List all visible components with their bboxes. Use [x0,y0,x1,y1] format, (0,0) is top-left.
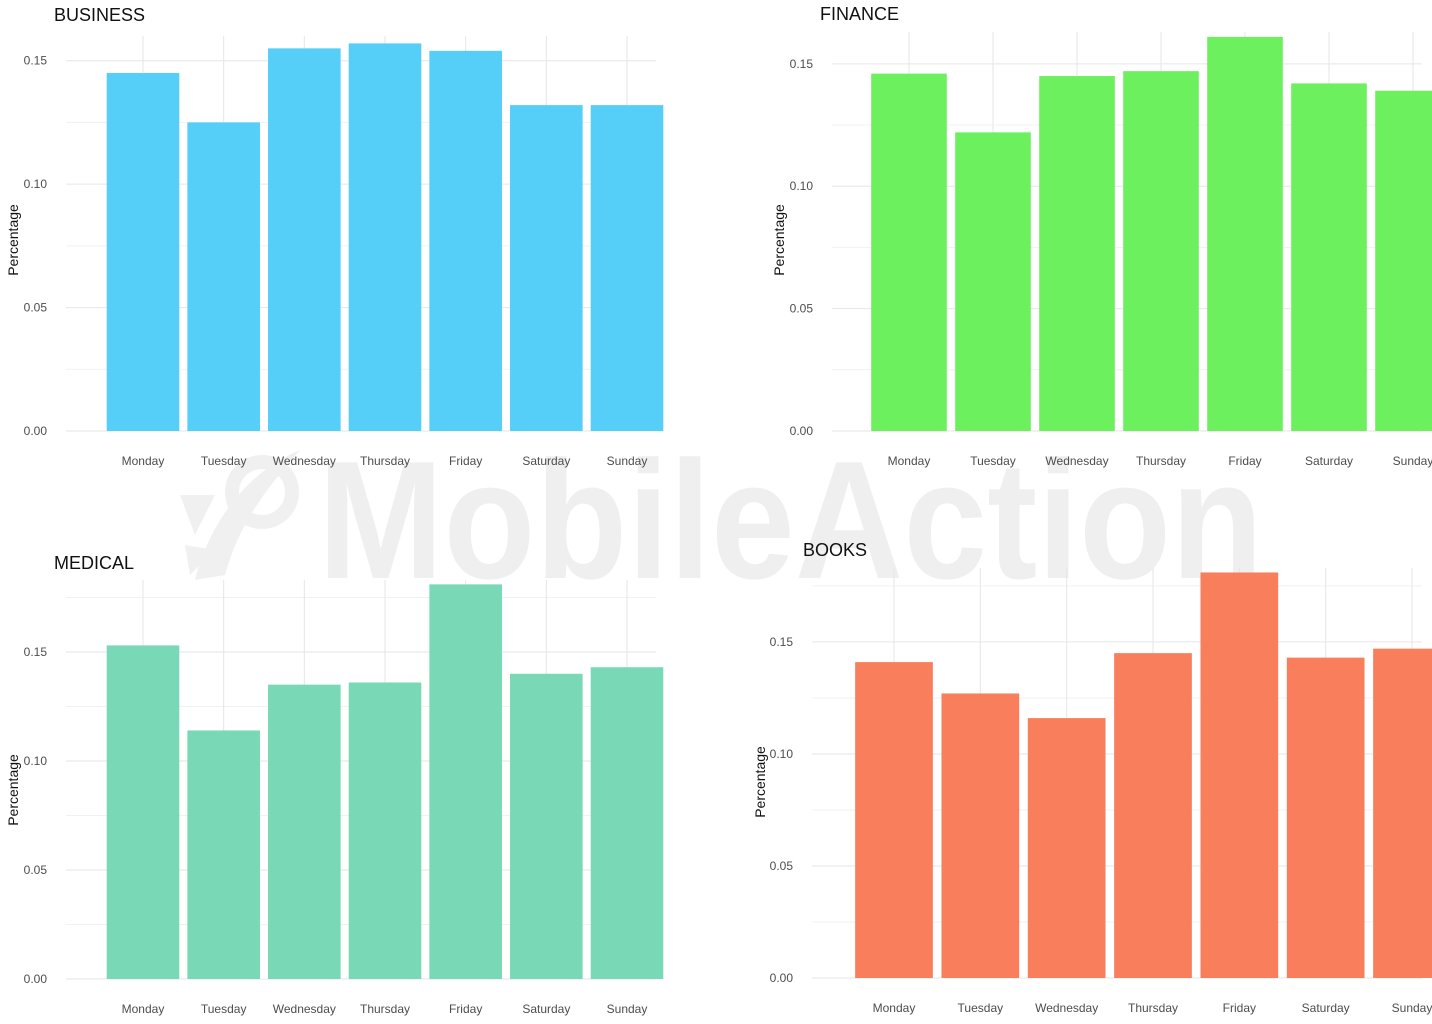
chart-medical: 0.00 0.05 0.10 0.15 Monday Tuesday Wednesday Th… [5,553,664,1016]
x-tick-label: Friday [1223,1001,1256,1015]
bar-saturday [1286,657,1365,978]
y-tick-label: 0.00 [770,971,794,985]
x-tick-label: Wednesday [1045,454,1108,468]
x-tick-label: Thursday [360,454,410,468]
y-tick-label: 0.05 [24,863,48,877]
bar-friday [1207,36,1283,432]
x-tick-label: Thursday [360,1002,410,1016]
y-tick-label: 0.15 [770,635,794,649]
x-tick-label: Tuesday [958,1001,1004,1015]
x-tick-label: Monday [122,454,165,468]
x-tick-label: Monday [888,454,931,468]
x-tick-label: Tuesday [201,454,247,468]
bar-sunday [1373,648,1432,978]
plot-area: 0.00 0.05 0.10 0.15 Monday Tuesday Wednesday Th… [770,568,1432,1015]
y-axis-label: Percentage [5,204,21,276]
bar-thursday [348,43,422,431]
plot-area: 0.00 0.05 0.10 0.15 Monday Tuesday Wednesday Th… [24,580,664,1016]
y-tick-label: 0.00 [790,424,814,438]
plot-area: 0.00 0.05 0.10 0.15 Monday Tuesday Wednesday Th… [24,36,664,468]
x-tick-label: Thursday [1136,454,1186,468]
x-tick-label: Sunday [607,454,648,468]
bar-sunday [590,667,664,979]
y-tick-label: 0.10 [24,754,48,768]
bar-monday [871,73,947,431]
bar-tuesday [941,693,1020,978]
x-tick-label: Saturday [1302,1001,1350,1015]
bar-saturday [510,673,583,979]
bar-wednesday [268,48,341,431]
x-tick-label: Sunday [1392,1001,1432,1015]
bar-wednesday [1039,76,1115,432]
x-tick-label: Wednesday [273,454,336,468]
bar-wednesday [268,684,341,979]
chart-title: FINANCE [820,4,899,24]
chart-title: MEDICAL [54,553,134,573]
x-tick-label: Friday [1228,454,1261,468]
y-tick-label: 0.15 [24,645,48,659]
y-tick-label: 0.15 [790,57,814,71]
chart-title: BOOKS [803,540,867,560]
y-tick-label: 0.10 [770,747,794,761]
x-tick-label: Thursday [1128,1001,1178,1015]
bar-thursday [1123,71,1199,431]
panel-business: 0.00 0.05 0.10 0.15 Monday Tuesday Wednesday Th… [0,0,716,478]
y-axis-label: Percentage [5,754,21,826]
y-tick-label: 0.00 [24,972,48,986]
bar-sunday [590,105,664,431]
x-tick-label: Sunday [607,1002,648,1016]
chart-finance: 0.00 0.05 0.10 0.15 Monday Tuesday Wednesday Th… [771,4,1432,468]
y-tick-label: 0.15 [24,54,48,68]
y-axis-label: Percentage [771,204,787,276]
y-tick-label: 0.05 [24,301,48,315]
y-tick-label: 0.10 [790,179,814,193]
x-tick-label: Tuesday [201,1002,247,1016]
y-tick-label: 0.00 [24,424,48,438]
x-tick-label: Saturday [522,1002,570,1016]
x-tick-label: Wednesday [1035,1001,1098,1015]
panel-medical: 0.00 0.05 0.10 0.15 Monday Tuesday Wednesday Th… [5,553,664,1016]
chart-title: BUSINESS [54,5,145,25]
x-tick-label: Monday [122,1002,165,1016]
x-tick-label: Monday [873,1001,916,1015]
x-tick-label: Saturday [522,454,570,468]
x-tick-label: Friday [449,454,482,468]
bar-monday [855,662,933,978]
y-tick-label: 0.05 [790,302,814,316]
bar-saturday [510,105,583,431]
bar-tuesday [187,730,260,979]
bar-friday [429,50,502,431]
bar-thursday [1114,653,1192,978]
x-tick-label: Saturday [1305,454,1353,468]
bar-sunday [1375,90,1432,431]
plot-area: 0.00 0.05 0.10 0.15 Monday Tuesday Wednesday Th… [790,32,1432,468]
bar-monday [106,73,180,431]
panel-finance: 0.00 0.05 0.10 0.15 Monday Tuesday Wednesday Th… [0,0,1432,478]
bar-monday [106,645,180,979]
y-axis-label: Percentage [752,746,768,818]
bar-thursday [348,682,422,979]
y-tick-label: 0.05 [770,859,794,873]
x-tick-label: Friday [449,1002,482,1016]
x-tick-label: Wednesday [273,1002,336,1016]
bar-saturday [1291,83,1367,431]
x-tick-label: Sunday [1393,454,1432,468]
bar-tuesday [955,132,1031,431]
y-tick-label: 0.10 [24,177,48,191]
bar-friday [429,584,502,979]
bar-tuesday [187,122,260,431]
x-tick-label: Tuesday [970,454,1016,468]
bar-wednesday [1027,718,1106,978]
chart-business: 0.00 0.05 0.10 0.15 Monday Tuesday Wednesday Th… [5,5,664,468]
bar-friday [1200,572,1279,978]
